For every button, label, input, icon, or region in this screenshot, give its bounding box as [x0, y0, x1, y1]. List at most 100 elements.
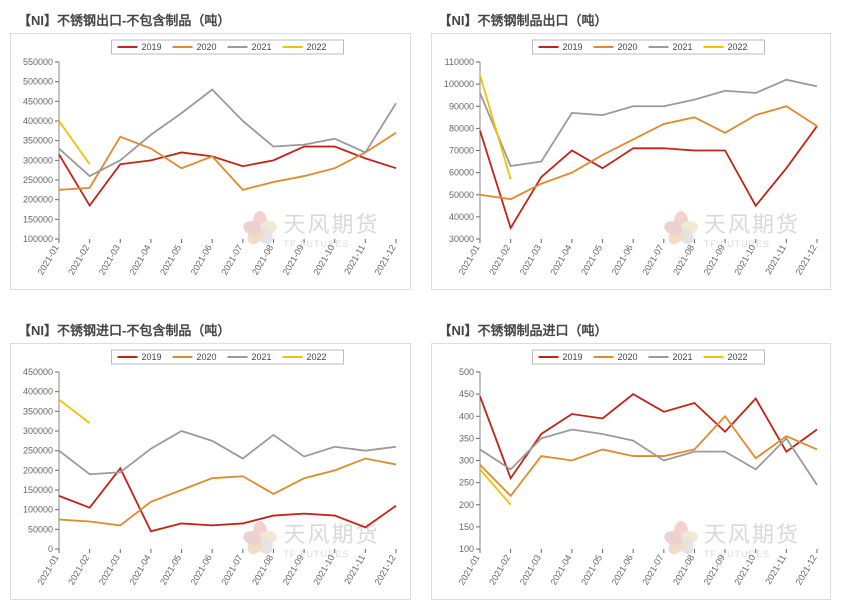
svg-text:70000: 70000: [448, 146, 473, 156]
svg-text:2021-02: 2021-02: [487, 243, 512, 277]
svg-text:150: 150: [458, 522, 473, 532]
series-2021: [59, 431, 396, 474]
svg-text:2021-06: 2021-06: [609, 243, 634, 277]
svg-text:2021-05: 2021-05: [158, 553, 183, 587]
svg-text:2021-01: 2021-01: [456, 243, 481, 277]
svg-text:450000: 450000: [23, 367, 53, 377]
svg-text:2020: 2020: [197, 42, 217, 52]
svg-text:2022: 2022: [727, 42, 747, 52]
series-2022: [59, 400, 90, 424]
chart-panel: 【NI】不锈钢进口-不包含制品（吨）0500001000001500002000…: [10, 320, 411, 600]
svg-text:2021-07: 2021-07: [640, 243, 665, 277]
svg-text:50000: 50000: [28, 524, 53, 534]
svg-text:2021-05: 2021-05: [579, 553, 604, 587]
svg-text:2021-07: 2021-07: [219, 553, 244, 587]
chart-box: 0500001000001500002000002500003000003500…: [10, 343, 411, 600]
svg-text:2021-02: 2021-02: [66, 243, 91, 277]
svg-text:2021-03: 2021-03: [517, 553, 542, 587]
svg-text:2020: 2020: [197, 352, 217, 362]
series-2020: [59, 459, 396, 526]
chart-panel: 【NI】不锈钢制品进口（吨）10015020025030035040045050…: [431, 320, 832, 600]
series-2022: [59, 121, 90, 164]
svg-text:2021: 2021: [252, 42, 272, 52]
series-2022: [480, 75, 511, 179]
svg-text:2022: 2022: [727, 352, 747, 362]
svg-text:2021: 2021: [672, 352, 692, 362]
watermark: 天风期货TF FUTURES: [243, 207, 379, 249]
chart-title: 【NI】不锈钢进口-不包含制品（吨）: [18, 320, 411, 339]
svg-text:400000: 400000: [23, 116, 53, 126]
svg-text:2021-02: 2021-02: [66, 553, 91, 587]
svg-text:2021-07: 2021-07: [219, 243, 244, 277]
chart-panel: 【NI】不锈钢制品出口（吨） 30000 40000 50000 60000 70000 8…: [431, 10, 832, 290]
legend: 2019 2020 2021 2022: [112, 350, 344, 364]
svg-text:90000: 90000: [448, 101, 473, 111]
chart-box: 30000 40000 50000 60000 70000 80000 90000 10000…: [431, 33, 832, 290]
svg-text:40000: 40000: [448, 212, 473, 222]
svg-text:250000: 250000: [23, 446, 53, 456]
svg-text:2021-01: 2021-01: [36, 243, 61, 277]
svg-text:2019: 2019: [562, 352, 582, 362]
svg-text:200: 200: [458, 500, 473, 510]
svg-text:100: 100: [458, 544, 473, 554]
svg-text:300000: 300000: [23, 426, 53, 436]
svg-text:250000: 250000: [23, 175, 53, 185]
svg-text:100000: 100000: [443, 79, 473, 89]
series-2022: [480, 469, 511, 504]
svg-text:2021-01: 2021-01: [456, 553, 481, 587]
series-2021: [480, 430, 817, 485]
watermark: 天风期货TF FUTURES: [243, 517, 379, 559]
svg-text:300000: 300000: [23, 155, 53, 165]
svg-text:60000: 60000: [448, 168, 473, 178]
svg-text:0: 0: [48, 544, 53, 554]
svg-text:2019: 2019: [142, 42, 162, 52]
svg-text:2021-03: 2021-03: [517, 243, 542, 277]
svg-text:30000: 30000: [448, 234, 473, 244]
chart-svg: 0500001000001500002000002500003000003500…: [11, 344, 406, 599]
chart-box: 1001502002503003504004505002021-012021-0…: [431, 343, 832, 600]
svg-text:2021-02: 2021-02: [487, 553, 512, 587]
svg-text:2021-07: 2021-07: [640, 553, 665, 587]
svg-text:2021-04: 2021-04: [548, 243, 573, 277]
legend: 2019 2020 2021 2022: [532, 350, 764, 364]
chart-svg: 30000 40000 50000 60000 70000 80000 90000 10000…: [432, 34, 827, 289]
svg-text:2021-04: 2021-04: [548, 553, 573, 587]
svg-text:300: 300: [458, 456, 473, 466]
svg-text:2019: 2019: [562, 42, 582, 52]
svg-text:2021-05: 2021-05: [158, 243, 183, 277]
svg-text:2021-06: 2021-06: [189, 243, 214, 277]
svg-text:80000: 80000: [448, 123, 473, 133]
svg-text:200000: 200000: [23, 195, 53, 205]
series-2019: [480, 394, 817, 478]
svg-text:2022: 2022: [307, 352, 327, 362]
chart-title: 【NI】不锈钢制品出口（吨）: [439, 10, 832, 29]
svg-text:2019: 2019: [142, 352, 162, 362]
series-2020: [480, 106, 817, 199]
svg-text:2021: 2021: [252, 352, 272, 362]
svg-text:100000: 100000: [23, 234, 53, 244]
svg-text:250: 250: [458, 478, 473, 488]
svg-text:100000: 100000: [23, 505, 53, 515]
svg-text:350: 350: [458, 433, 473, 443]
svg-text:2021-03: 2021-03: [97, 553, 122, 587]
svg-text:50000: 50000: [448, 190, 473, 200]
svg-text:2021-06: 2021-06: [609, 553, 634, 587]
svg-text:110000: 110000: [444, 57, 473, 67]
svg-text:400: 400: [458, 411, 473, 421]
svg-text:500000: 500000: [23, 77, 53, 87]
svg-text:2020: 2020: [617, 352, 637, 362]
svg-text:450: 450: [458, 389, 473, 399]
svg-text:350000: 350000: [23, 136, 53, 146]
svg-text:550000: 550000: [23, 57, 53, 67]
svg-text:200000: 200000: [23, 465, 53, 475]
series-2020: [480, 416, 817, 496]
legend: 2019202020212022: [532, 40, 764, 54]
svg-text:2021-06: 2021-06: [189, 553, 214, 587]
chart-panel: 【NI】不锈钢出口-不包含制品（吨）1000001500002000002500…: [10, 10, 411, 290]
chart-svg: 1000001500002000002500003000003500004000…: [11, 34, 406, 289]
svg-text:2022: 2022: [307, 42, 327, 52]
series-2021: [480, 80, 817, 166]
svg-text:2021-03: 2021-03: [97, 243, 122, 277]
chart-box: 1000001500002000002500003000003500004000…: [10, 33, 411, 290]
svg-text:350000: 350000: [23, 406, 53, 416]
